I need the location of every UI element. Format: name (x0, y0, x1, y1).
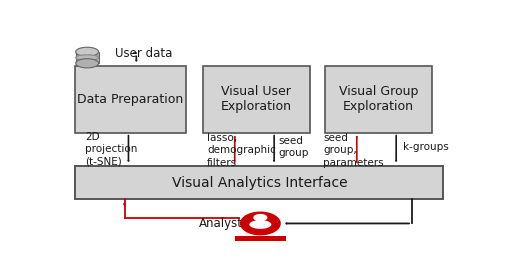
Text: Analyst: Analyst (199, 217, 243, 230)
Ellipse shape (240, 212, 281, 235)
FancyBboxPatch shape (235, 236, 286, 249)
Text: Visual Analytics Interface: Visual Analytics Interface (172, 176, 347, 190)
Text: Data Preparation: Data Preparation (77, 93, 183, 106)
Ellipse shape (76, 47, 99, 56)
FancyBboxPatch shape (76, 52, 99, 63)
Circle shape (253, 214, 267, 221)
Text: k-groups: k-groups (403, 142, 449, 152)
FancyBboxPatch shape (203, 66, 309, 133)
Text: Visual Group
Exploration: Visual Group Exploration (339, 85, 418, 113)
Text: lasso,
demographic
filters: lasso, demographic filters (207, 133, 276, 168)
Text: User data: User data (115, 47, 172, 60)
FancyBboxPatch shape (325, 66, 432, 133)
Ellipse shape (76, 59, 99, 68)
Text: seed
group,
parameters: seed group, parameters (323, 133, 384, 168)
Text: Visual User
Exploration: Visual User Exploration (221, 85, 292, 113)
Ellipse shape (76, 55, 99, 60)
FancyBboxPatch shape (75, 166, 443, 199)
Text: seed
group: seed group (278, 136, 308, 159)
FancyBboxPatch shape (75, 66, 185, 133)
Ellipse shape (249, 220, 271, 229)
Text: 2D
projection
(t-SNE): 2D projection (t-SNE) (85, 132, 138, 167)
